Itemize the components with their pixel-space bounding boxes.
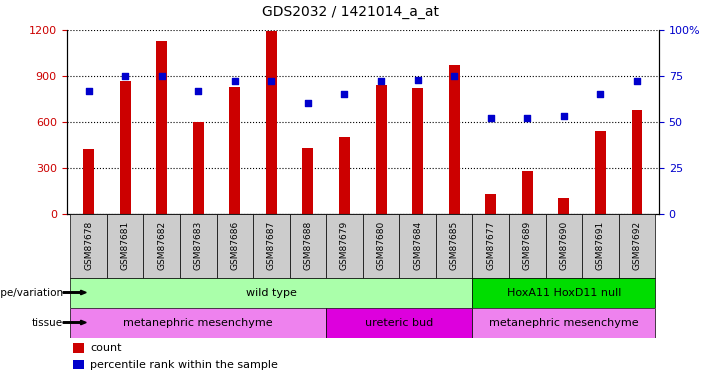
Bar [120, 81, 130, 214]
Point [266, 78, 277, 84]
Bar [217, 214, 253, 278]
Bar [582, 214, 619, 278]
Point [156, 73, 168, 79]
Text: HoxA11 HoxD11 null: HoxA11 HoxD11 null [507, 288, 621, 297]
Bar [436, 214, 472, 278]
Bar [400, 214, 436, 278]
Bar [632, 110, 643, 214]
Bar [144, 214, 180, 278]
Bar [472, 214, 509, 278]
Point [632, 78, 643, 84]
Point [339, 92, 350, 98]
Bar [559, 198, 569, 214]
Bar [326, 308, 472, 338]
Point [412, 76, 423, 82]
Text: count: count [90, 343, 122, 353]
Bar [449, 65, 460, 214]
Text: GSM87684: GSM87684 [413, 221, 422, 270]
Bar [266, 31, 277, 214]
Text: GSM87691: GSM87691 [596, 221, 605, 270]
Text: GSM87687: GSM87687 [267, 221, 276, 270]
Point [119, 73, 130, 79]
Text: metanephric mesenchyme: metanephric mesenchyme [489, 318, 639, 327]
Point [193, 88, 204, 94]
Point [449, 73, 460, 79]
Bar [472, 308, 655, 338]
Bar [545, 214, 582, 278]
Bar [107, 214, 144, 278]
Text: metanephric mesenchyme: metanephric mesenchyme [123, 318, 273, 327]
Bar [595, 131, 606, 214]
Text: GSM87692: GSM87692 [632, 221, 641, 270]
Bar [70, 278, 472, 308]
Point [83, 88, 94, 94]
Point [522, 115, 533, 121]
Text: GSM87677: GSM87677 [486, 221, 495, 270]
Text: GSM87682: GSM87682 [157, 221, 166, 270]
Text: tissue: tissue [32, 318, 63, 327]
Text: GSM87679: GSM87679 [340, 221, 349, 270]
Bar [509, 214, 545, 278]
Point [595, 92, 606, 98]
Text: ureteric bud: ureteric bud [365, 318, 433, 327]
Bar [253, 214, 290, 278]
Bar [326, 214, 363, 278]
Bar [485, 194, 496, 214]
Text: GDS2032 / 1421014_a_at: GDS2032 / 1421014_a_at [262, 5, 439, 19]
Bar [339, 137, 350, 214]
Bar [83, 149, 94, 214]
Point [302, 100, 313, 106]
Bar [156, 41, 167, 214]
Text: GSM87690: GSM87690 [559, 221, 569, 270]
Bar [72, 360, 84, 369]
Text: GSM87688: GSM87688 [304, 221, 313, 270]
Bar [412, 88, 423, 214]
Bar [180, 214, 217, 278]
Text: GSM87683: GSM87683 [193, 221, 203, 270]
Text: wild type: wild type [246, 288, 297, 297]
Bar [193, 122, 204, 214]
Bar [376, 85, 386, 214]
Bar [472, 278, 655, 308]
Bar [70, 214, 107, 278]
Bar [72, 343, 84, 352]
Point [485, 115, 496, 121]
Bar [229, 87, 240, 214]
Bar [522, 171, 533, 214]
Text: GSM87678: GSM87678 [84, 221, 93, 270]
Text: GSM87685: GSM87685 [449, 221, 458, 270]
Bar [619, 214, 655, 278]
Text: percentile rank within the sample: percentile rank within the sample [90, 360, 278, 370]
Bar [302, 148, 313, 214]
Text: GSM87686: GSM87686 [231, 221, 239, 270]
Point [376, 78, 387, 84]
Point [229, 78, 240, 84]
Bar [290, 214, 326, 278]
Point [558, 113, 569, 119]
Text: genotype/variation: genotype/variation [0, 288, 63, 297]
Text: GSM87689: GSM87689 [523, 221, 532, 270]
Bar [363, 214, 400, 278]
Text: GSM87681: GSM87681 [121, 221, 130, 270]
Bar [70, 308, 326, 338]
Text: GSM87680: GSM87680 [376, 221, 386, 270]
